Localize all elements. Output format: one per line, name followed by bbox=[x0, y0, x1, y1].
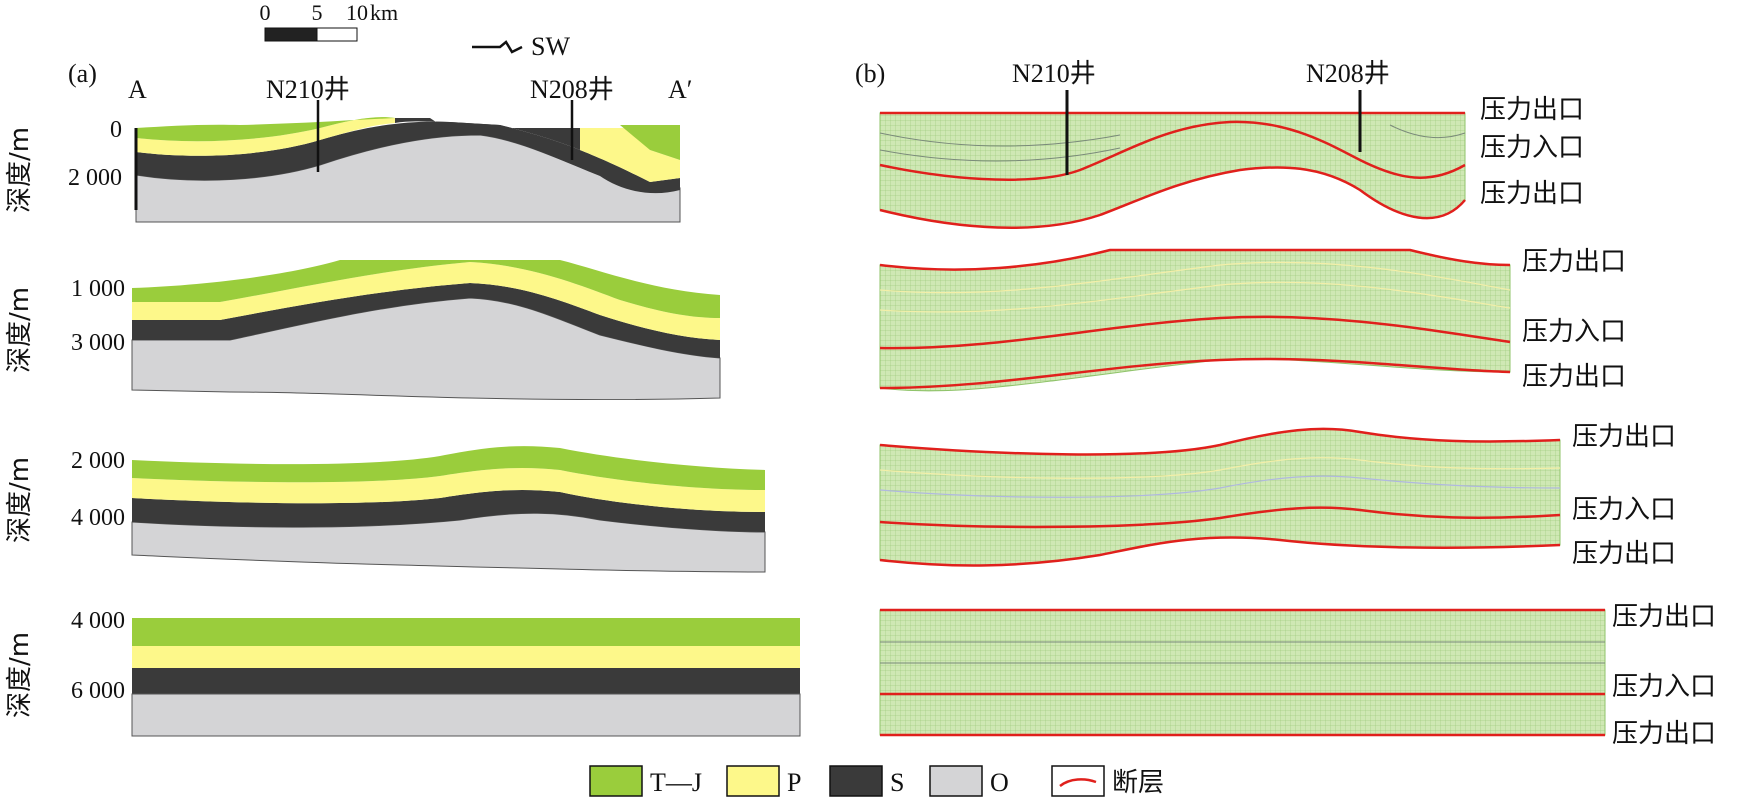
depth-tick-1b: 2 000 bbox=[68, 165, 122, 191]
fault-line-1c bbox=[879, 166, 1466, 229]
mesh-body-4 bbox=[879, 609, 1606, 736]
section-left-end: A bbox=[128, 75, 147, 104]
inlet-label-4: 压力入口 bbox=[1612, 672, 1716, 702]
mesh-layer-line-1a bbox=[879, 132, 1121, 147]
geologic-section-4 bbox=[131, 618, 801, 737]
outlet-label-3a: 压力出口 bbox=[1572, 422, 1676, 452]
panel-a-label: (a) bbox=[68, 59, 97, 88]
mesh-model-2 bbox=[879, 248, 1511, 392]
scale-tick-0: 0 bbox=[260, 0, 271, 25]
direction-label: SW bbox=[531, 32, 570, 61]
layer-tj-2 bbox=[132, 260, 720, 318]
depth-axis-title-2: 深度/m bbox=[5, 287, 35, 373]
depth-axis-title-1: 深度/m bbox=[5, 127, 35, 213]
fault-line-3b bbox=[879, 506, 1561, 529]
mesh-model-1 bbox=[879, 90, 1466, 229]
depth-axis-title-3: 深度/m bbox=[5, 457, 35, 543]
inlet-label-3: 压力入口 bbox=[1572, 495, 1676, 525]
panel-b-label: (b) bbox=[855, 59, 885, 88]
layer-p-3 bbox=[132, 468, 765, 512]
geologic-section-3 bbox=[131, 446, 766, 573]
layer-s-1 bbox=[136, 121, 680, 194]
fault-line-2b bbox=[879, 315, 1511, 350]
scale-bar: 0 5 10 km bbox=[260, 0, 398, 42]
fault-line-2c bbox=[879, 357, 1511, 390]
well-label-n210-a: N210井 bbox=[266, 75, 350, 104]
outlet-label-2a: 压力出口 bbox=[1522, 247, 1626, 277]
layer-tj-1b bbox=[620, 125, 680, 160]
layer-p-1 bbox=[136, 117, 395, 156]
geologic-section-2 bbox=[131, 260, 721, 400]
outlet-label-4b: 压力出口 bbox=[1612, 719, 1716, 749]
direction-arrow-icon bbox=[472, 40, 523, 54]
legend-label-s: S bbox=[890, 768, 904, 797]
fault-line-3a bbox=[879, 427, 1561, 456]
scale-tick-5: 5 bbox=[312, 0, 323, 25]
layer-s-2 bbox=[132, 283, 720, 358]
mesh-layer-line-1b bbox=[879, 147, 1121, 162]
geologic-section-1 bbox=[134, 100, 681, 223]
legend-swatch-p bbox=[726, 765, 780, 797]
depth-axis-3: 深度/m 2 000 4 000 bbox=[5, 448, 125, 543]
outlet-label-4a: 压力出口 bbox=[1612, 602, 1716, 632]
scale-tick-10: 10 bbox=[346, 0, 368, 25]
layer-o-4 bbox=[131, 693, 801, 737]
mesh-layer-line-2a bbox=[879, 261, 1511, 294]
inlet-label-1: 压力入口 bbox=[1480, 133, 1584, 163]
fault-line-3c bbox=[879, 536, 1561, 567]
depth-tick-3b: 4 000 bbox=[71, 505, 125, 531]
legend-swatch-s bbox=[829, 765, 883, 797]
depth-tick-2a: 1 000 bbox=[71, 276, 125, 302]
fault-line-2a bbox=[879, 248, 1511, 271]
legend-label-tj: T—J bbox=[650, 768, 702, 797]
boundary-labels: 压力出口 压力入口 压力出口 压力出口 压力入口 压力出口 压力出口 压力入口 … bbox=[1480, 95, 1716, 749]
depth-tick-1a: 0 bbox=[110, 117, 122, 143]
mesh-layer-line-3b bbox=[879, 475, 1561, 498]
well-label-n208-a: N208井 bbox=[530, 75, 614, 104]
layer-tj-4 bbox=[132, 618, 800, 646]
depth-axis-1: 深度/m 0 2 000 bbox=[5, 117, 122, 213]
scale-unit: km bbox=[370, 0, 398, 25]
outlet-label-1a: 压力出口 bbox=[1480, 95, 1584, 125]
depth-axis-4: 深度/m 4 000 6 000 bbox=[5, 608, 125, 718]
layer-s-4 bbox=[132, 668, 800, 694]
outlet-label-1b: 压力出口 bbox=[1480, 179, 1584, 209]
layer-p-1b bbox=[580, 128, 680, 182]
inlet-label-2: 压力入口 bbox=[1522, 317, 1626, 347]
mesh-model-4 bbox=[879, 608, 1606, 737]
layer-p-4 bbox=[132, 646, 800, 668]
legend-label-p: P bbox=[787, 768, 801, 797]
legend-swatch-o bbox=[929, 765, 983, 797]
legend-label-o: O bbox=[990, 768, 1009, 797]
outlet-label-3b: 压力出口 bbox=[1572, 539, 1676, 569]
well-label-n208-b: N208井 bbox=[1306, 59, 1390, 88]
mesh-layer-line-3a bbox=[879, 457, 1561, 479]
depth-axis-title-4: 深度/m bbox=[5, 632, 35, 718]
fault-symbol-icon bbox=[1059, 778, 1097, 788]
legend-swatch-tj bbox=[589, 765, 643, 797]
legend: T—J P S O 断层 bbox=[589, 765, 1164, 798]
layer-tj-1 bbox=[136, 117, 395, 142]
mesh-layer-line-1c bbox=[1389, 124, 1466, 138]
layer-s-1b bbox=[395, 118, 580, 150]
mesh-body-1 bbox=[879, 112, 1466, 229]
legend-label-fault: 断层 bbox=[1112, 768, 1164, 798]
mesh-model-3 bbox=[879, 427, 1561, 567]
section-right-end: A′ bbox=[668, 75, 692, 104]
direction-indicator: SW bbox=[472, 32, 570, 61]
depth-tick-3a: 2 000 bbox=[71, 448, 125, 474]
mesh-layer-line-2b bbox=[879, 281, 1511, 313]
mesh-body-3 bbox=[879, 428, 1561, 566]
depth-axis-2: 深度/m 1 000 3 000 bbox=[5, 276, 125, 373]
depth-tick-4b: 6 000 bbox=[71, 678, 125, 704]
depth-tick-2b: 3 000 bbox=[71, 330, 125, 356]
well-label-n210-b: N210井 bbox=[1012, 59, 1096, 88]
layer-tj-3 bbox=[132, 446, 765, 490]
outlet-label-2b: 压力出口 bbox=[1522, 362, 1626, 392]
layer-p-2 bbox=[132, 262, 720, 340]
fault-line-1b bbox=[879, 120, 1466, 181]
depth-tick-4a: 4 000 bbox=[71, 608, 125, 634]
layer-s-3 bbox=[132, 490, 765, 532]
